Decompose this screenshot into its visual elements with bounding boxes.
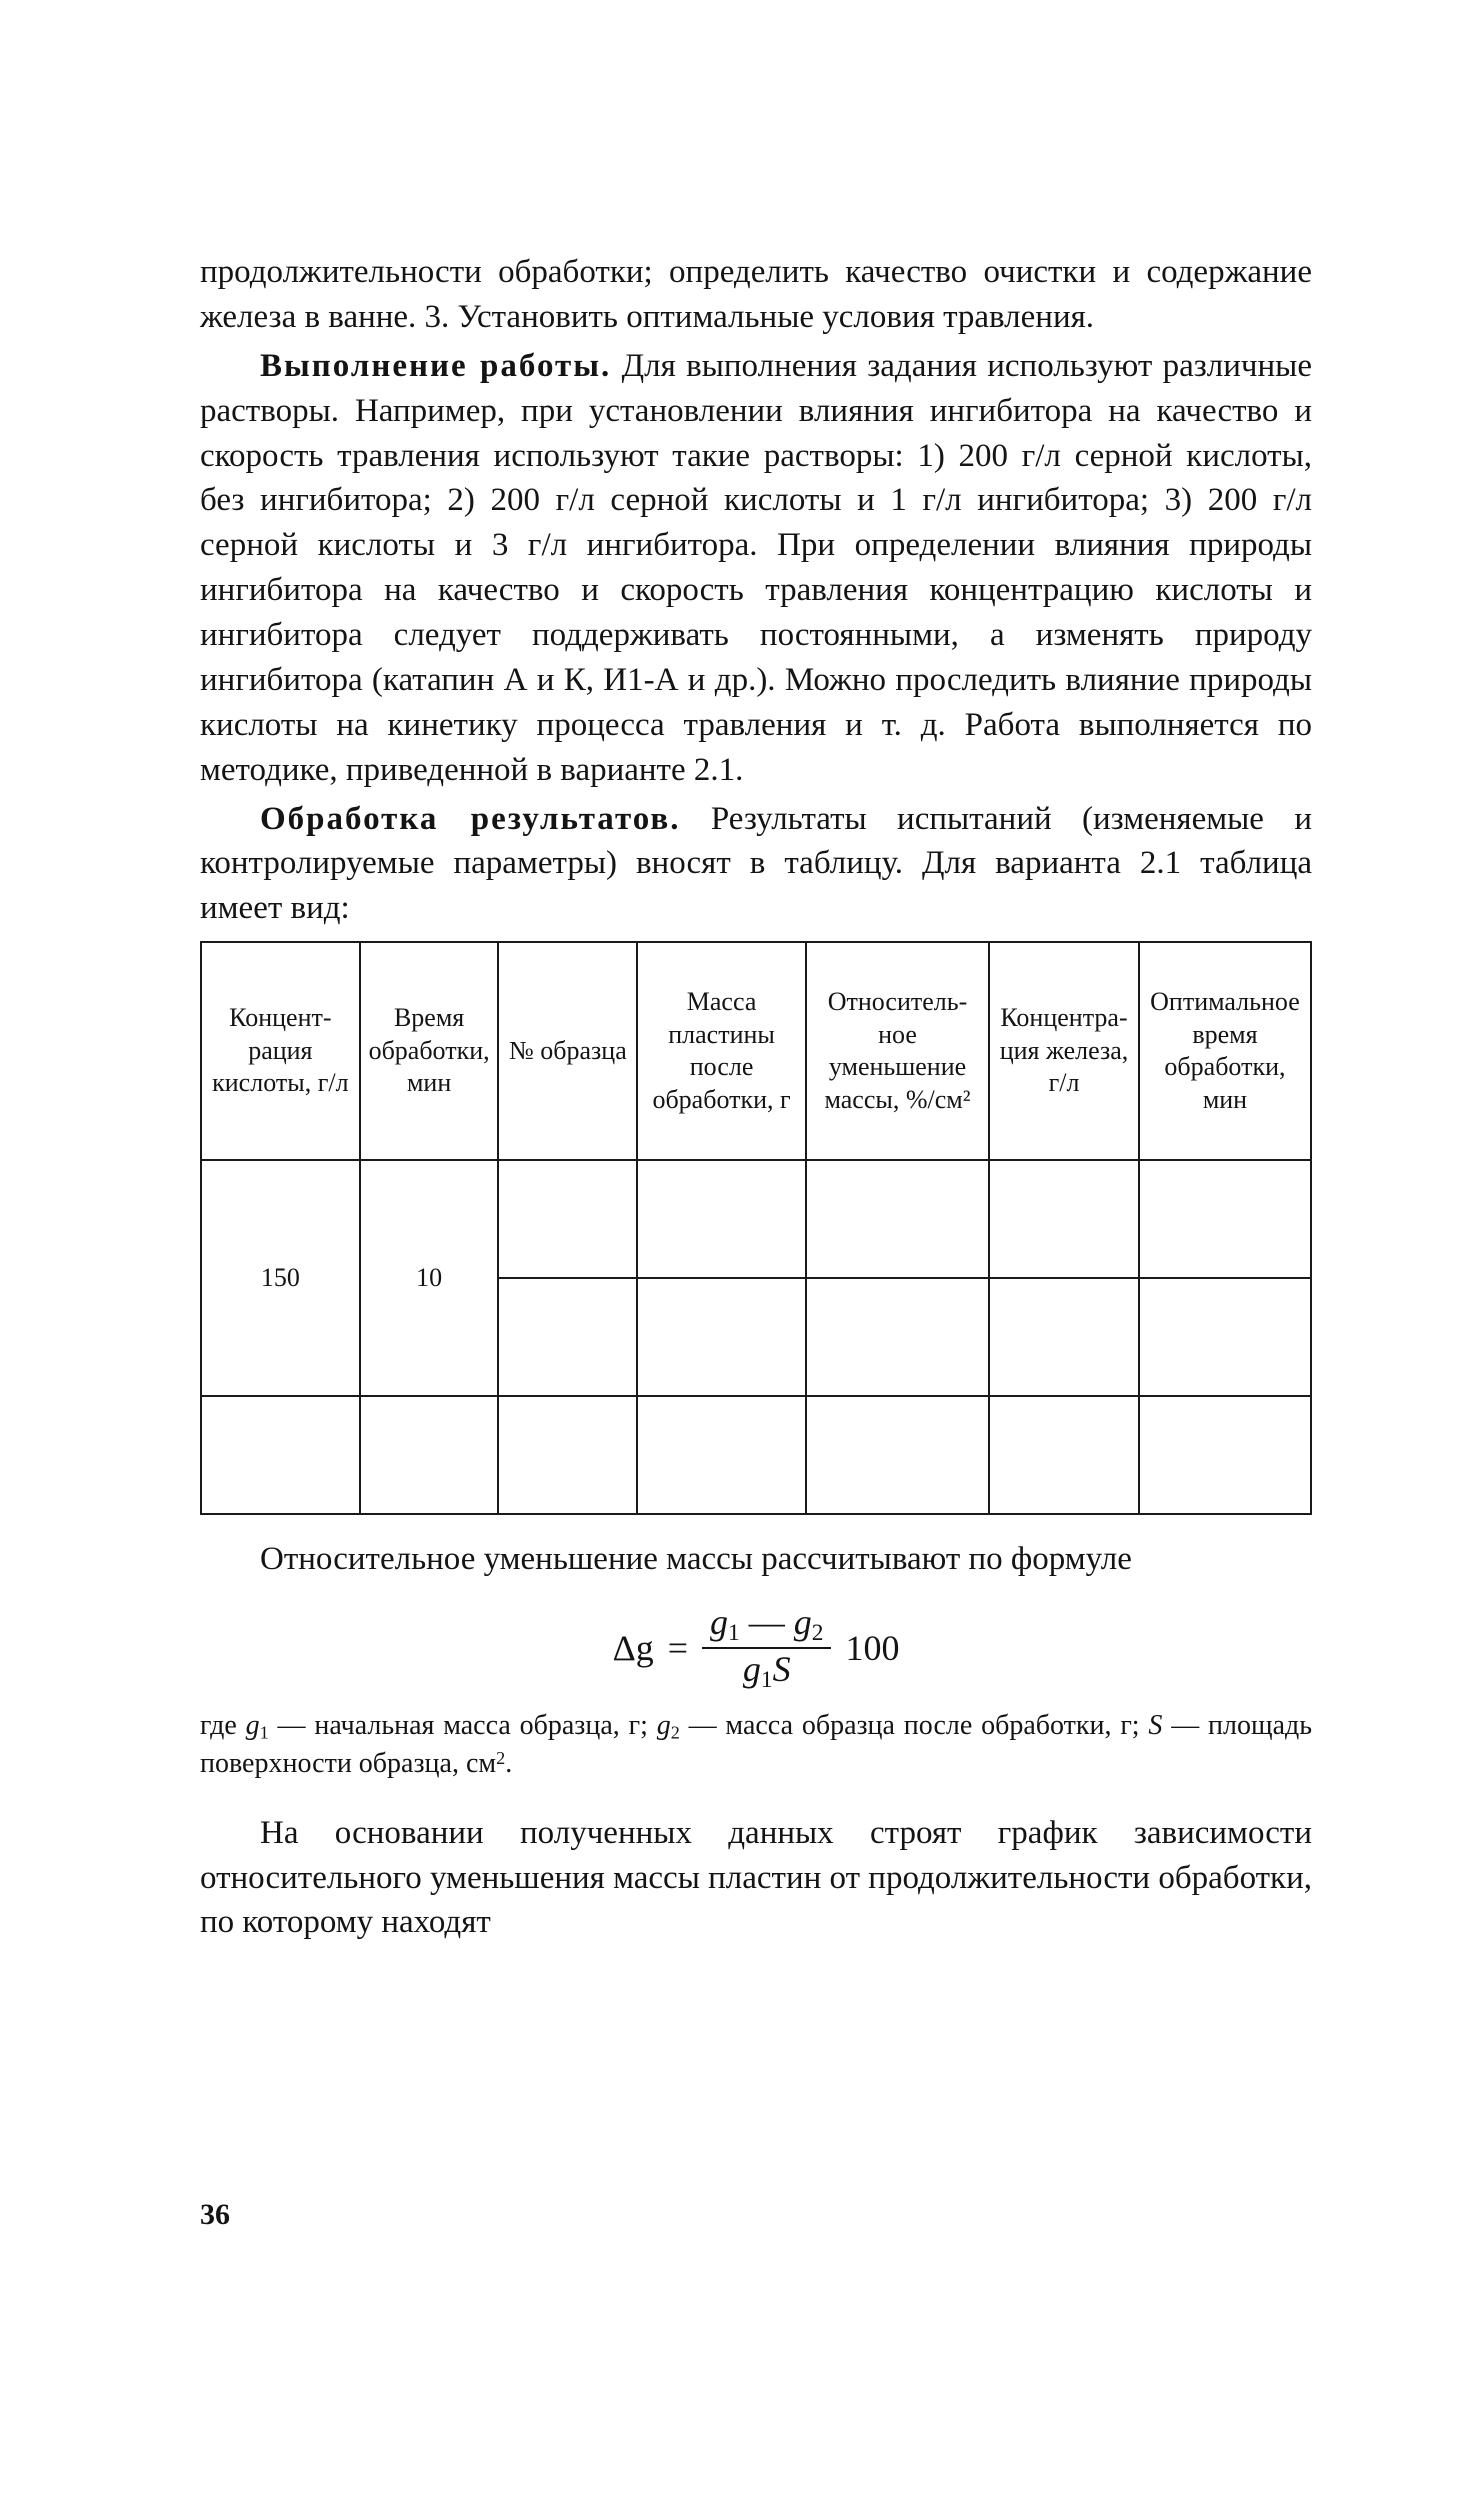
cell-empty bbox=[498, 1396, 637, 1514]
cell-empty bbox=[637, 1278, 806, 1396]
paragraph-3: Обработка результатов. Результаты испыта… bbox=[200, 797, 1312, 932]
equals-sign: = bbox=[668, 1624, 688, 1673]
cell-empty bbox=[1139, 1278, 1311, 1396]
paragraph-1: продолжительности обработки; определить … bbox=[200, 250, 1312, 340]
cell-empty bbox=[1139, 1396, 1311, 1514]
cell-empty bbox=[498, 1278, 637, 1396]
cell-time-10: 10 bbox=[360, 1160, 499, 1396]
formula-fraction: g1 — g2 g1S bbox=[702, 1604, 831, 1693]
formula-denominator: g1S bbox=[735, 1649, 799, 1692]
cell-empty bbox=[989, 1396, 1139, 1514]
cell-empty bbox=[1139, 1160, 1311, 1278]
formula: Δg = g1 — g2 g1S 100 bbox=[200, 1604, 1312, 1693]
paragraph-5: На основании полученных данных строят гр… bbox=[200, 1811, 1312, 1946]
paragraph-3-lead: Обработка результатов. bbox=[260, 801, 680, 837]
cell-acid-150: 150 bbox=[201, 1160, 360, 1396]
paragraph-2-body: Для выполнения задания используют различ… bbox=[200, 348, 1312, 788]
cell-empty bbox=[806, 1278, 989, 1396]
cell-empty bbox=[360, 1396, 499, 1514]
cell-empty bbox=[201, 1396, 360, 1514]
paragraph-2: Выполнение работы. Для выполнения задани… bbox=[200, 344, 1312, 793]
col-optimal-time: Опти­мальное время обработ­ки, мин bbox=[1139, 942, 1311, 1160]
col-sample-no: № образ­ца bbox=[498, 942, 637, 1160]
paragraph-2-lead: Выполнение работы. bbox=[260, 348, 611, 384]
cell-empty bbox=[498, 1160, 637, 1278]
table-row: 150 10 bbox=[201, 1160, 1311, 1278]
col-time: Время обра­ботки, мин bbox=[360, 942, 499, 1160]
formula-lhs: Δg bbox=[613, 1624, 654, 1673]
paragraph-4: Относительное уменьшение массы рассчитыв… bbox=[200, 1537, 1312, 1582]
cell-empty bbox=[637, 1160, 806, 1278]
cell-empty bbox=[989, 1278, 1139, 1396]
page: продолжительности обработки; определить … bbox=[0, 0, 1472, 2496]
cell-empty bbox=[806, 1160, 989, 1278]
col-rel-mass-loss: Отно­ситель­ное уменьшение массы, %/см² bbox=[806, 942, 989, 1160]
col-fe-concentration: Кон­центра­ция железа, г/л bbox=[989, 942, 1139, 1160]
col-mass-after: Масса пласти­ны после обработ­ки, г bbox=[637, 942, 806, 1160]
formula-numerator: g1 — g2 bbox=[702, 1604, 831, 1649]
results-table: Концент­рация кислоты, г/л Время обра­бо… bbox=[200, 941, 1312, 1515]
cell-empty bbox=[637, 1396, 806, 1514]
formula-legend: где g1 — начальная масса образца, г; g2 … bbox=[200, 1707, 1312, 1783]
formula-tail: 100 bbox=[845, 1624, 899, 1673]
cell-empty bbox=[806, 1396, 989, 1514]
page-number: 36 bbox=[200, 2195, 230, 2236]
cell-empty bbox=[989, 1160, 1139, 1278]
table-header-row: Концент­рация кислоты, г/л Время обра­бо… bbox=[201, 942, 1311, 1160]
table-row bbox=[201, 1396, 1311, 1514]
col-acid-concentration: Концент­рация кислоты, г/л bbox=[201, 942, 360, 1160]
